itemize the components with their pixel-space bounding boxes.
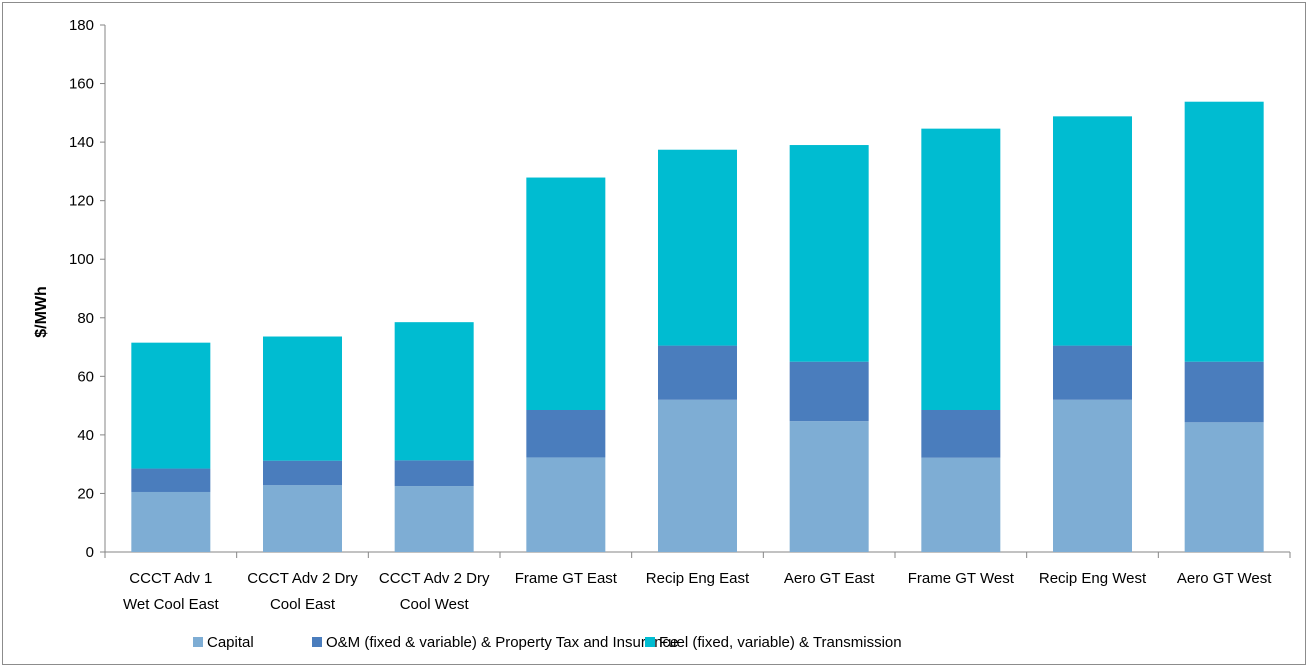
y-tick-labels: 0 20 40 60 80 100 120 140 160 180 (69, 17, 94, 561)
y-tick-label: 180 (69, 17, 94, 34)
bars (131, 101, 1264, 552)
bar-segment-om-4 (658, 345, 737, 400)
legend-label-1: O&M (fixed & variable) & Property Tax an… (326, 634, 678, 651)
legend-swatch-0 (193, 637, 203, 647)
y-tick-label: 20 (77, 485, 94, 502)
bar-segment-fuel-7 (1053, 116, 1132, 346)
legend-label-0: Capital (207, 634, 254, 651)
bar-segment-fuel-3 (526, 177, 606, 411)
x-tick-label: Aero GT West (1177, 570, 1272, 587)
x-tick-label: Cool West (400, 596, 470, 613)
y-tick-label: 100 (69, 251, 94, 268)
x-tick-label: CCCT Adv 2 Dry (379, 570, 490, 587)
y-axis-label: $/MWh (33, 286, 50, 338)
bar-segment-om-3 (526, 410, 606, 458)
legend: Capital O&M (fixed & variable) & Property… (193, 634, 902, 651)
y-tick-label: 80 (77, 310, 94, 327)
legend-swatch-2 (645, 637, 655, 647)
bar-segment-om-8 (1184, 361, 1264, 423)
y-tick-label: 40 (77, 427, 94, 444)
bar-segment-om-5 (789, 361, 869, 422)
x-tick-label: Wet Cool East (123, 596, 219, 613)
bar-segment-fuel-4 (658, 149, 737, 346)
legend-swatch-1 (312, 637, 322, 647)
y-tick-label: 60 (77, 368, 94, 385)
x-tick-label: Cool East (270, 596, 336, 613)
bar-segment-om-0 (131, 468, 211, 492)
bar-segment-capital-6 (921, 457, 1001, 552)
bar-segment-fuel-8 (1184, 101, 1264, 362)
bar-segment-fuel-0 (131, 342, 211, 469)
bar-segment-capital-2 (394, 486, 474, 552)
x-tick-label: Recip Eng East (646, 570, 750, 587)
y-tick-label: 120 (69, 193, 94, 210)
y-tick-label: 160 (69, 76, 94, 93)
x-tick-label: Frame GT East (515, 570, 618, 587)
x-tick-label: CCCT Adv 2 Dry (247, 570, 358, 587)
bar-segment-om-7 (1053, 345, 1132, 400)
bar-segment-capital-3 (526, 457, 606, 552)
bar-segment-capital-0 (131, 491, 211, 552)
bar-segment-fuel-1 (263, 336, 342, 461)
y-tick-label: 140 (69, 134, 94, 151)
bar-segment-fuel-5 (789, 145, 869, 362)
bar-segment-om-6 (921, 410, 1001, 458)
y-tick-label: 0 (86, 544, 94, 561)
bar-segment-om-2 (394, 460, 474, 487)
legend-label-2: Fuel (fixed, variable) & Transmission (659, 634, 902, 651)
bar-segment-fuel-2 (394, 322, 474, 461)
x-tick-label: Aero GT East (784, 570, 875, 587)
bar-segment-capital-5 (789, 421, 869, 552)
bar-segment-fuel-6 (921, 128, 1001, 411)
bar-segment-capital-8 (1184, 422, 1264, 552)
x-tick-label: Frame GT West (908, 570, 1015, 587)
x-tick-label: CCCT Adv 1 (129, 570, 212, 587)
bar-segment-capital-7 (1053, 399, 1132, 552)
bar-segment-capital-4 (658, 399, 737, 552)
x-tick-label: Recip Eng West (1039, 570, 1147, 587)
bar-segment-om-1 (263, 460, 342, 486)
bar-segment-capital-1 (263, 485, 342, 552)
x-tick-labels: CCCT Adv 1 Wet Cool East CCCT Adv 2 Dry Coo… (123, 570, 1272, 613)
